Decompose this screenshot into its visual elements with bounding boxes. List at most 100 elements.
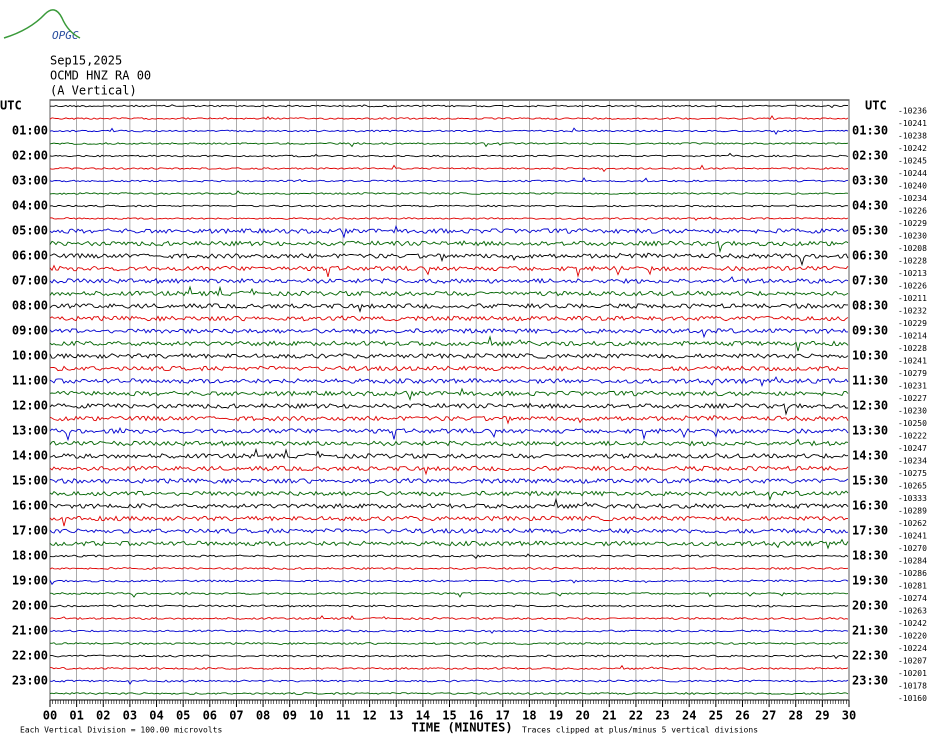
seismic-trace: [49, 264, 849, 278]
trace-offset: -10279: [898, 369, 927, 378]
trace-offset: -10286: [898, 569, 927, 578]
left-hour-label: 08:00: [12, 299, 48, 313]
right-hour-label: 15:30: [852, 474, 888, 488]
x-tick-label: 30: [842, 709, 856, 723]
x-tick-label: 02: [96, 709, 110, 723]
trace-offset: -10229: [898, 319, 927, 328]
seismic-trace: [49, 152, 849, 158]
trace-offset: -10232: [898, 307, 927, 316]
trace-offset: -10226: [898, 282, 927, 291]
left-hour-label: 14:00: [12, 449, 48, 463]
right-hour-label: 18:30: [852, 549, 888, 563]
seismic-trace: [49, 327, 848, 339]
right-hour-label: 21:30: [852, 624, 888, 638]
seismic-trace: [49, 115, 849, 120]
seismic-trace: [49, 447, 849, 460]
seismic-trace: [49, 177, 849, 183]
scale-note: Each Vertical Division = 100.00 microvol…: [20, 726, 222, 735]
x-tick-label: 18: [522, 709, 536, 723]
seismic-trace: [49, 276, 849, 285]
right-hour-label: 03:30: [852, 174, 888, 188]
x-tick-label: 29: [815, 709, 829, 723]
x-tick-label: 10: [309, 709, 323, 723]
right-hour-label: 01:30: [852, 124, 888, 138]
left-hour-label: 13:00: [12, 424, 48, 438]
trace-offset: -10241: [898, 357, 927, 366]
left-hour-label: 18:00: [12, 549, 48, 563]
trace-offset: -10222: [898, 432, 927, 441]
x-tick-label: 13: [389, 709, 403, 723]
left-hour-label: 03:00: [12, 174, 48, 188]
trace-offset: -10208: [898, 244, 927, 253]
seismic-trace: [49, 591, 849, 598]
x-tick-label: 28: [789, 709, 803, 723]
trace-offset: -10234: [898, 194, 927, 203]
station: OCMD HNZ RA 00: [50, 69, 151, 83]
component: (A Vertical): [50, 84, 137, 98]
left-hour-label: 09:00: [12, 324, 48, 338]
trace-offset: -10220: [898, 632, 927, 641]
trace-offset: -10230: [898, 232, 927, 241]
x-tick-label: 09: [282, 709, 296, 723]
x-tick-label: 27: [762, 709, 776, 723]
seismic-trace: [49, 538, 849, 550]
right-hour-label: 10:30: [852, 349, 888, 363]
left-hour-label: 07:00: [12, 274, 48, 288]
trace-offset: -10275: [898, 469, 927, 478]
trace-offset: -10274: [898, 594, 927, 603]
seismic-trace: [49, 553, 849, 560]
trace-offset: -10211: [898, 294, 927, 303]
left-hour-label: 20:00: [12, 599, 48, 613]
x-title: TIME (MINUTES): [411, 721, 512, 735]
trace-offset: -10284: [898, 557, 927, 566]
trace-offset: -10234: [898, 457, 927, 466]
seismic-trace: [49, 566, 849, 571]
trace-offset: -10230: [898, 407, 927, 416]
trace-offset: -10262: [898, 519, 927, 528]
seismic-trace: [49, 426, 849, 442]
seismic-trace: [49, 315, 849, 322]
x-tick-label: 06: [203, 709, 217, 723]
seismic-trace: [49, 615, 849, 620]
trace-offset: -10250: [898, 419, 927, 428]
right-hour-label: 04:30: [852, 199, 888, 213]
seismic-trace: [49, 664, 849, 670]
seismic-trace: [50, 104, 849, 109]
seismic-trace: [49, 629, 849, 634]
seismic-trace: [49, 164, 849, 173]
trace-offset: -10238: [898, 132, 927, 141]
trace-offset: -10244: [898, 169, 927, 178]
seismic-trace: [49, 579, 849, 586]
right-hour-label: 06:30: [852, 249, 888, 263]
trace-offset: -10207: [898, 657, 927, 666]
x-tick-label: 12: [362, 709, 376, 723]
trace-offset: -10229: [898, 219, 927, 228]
right-hour-label: 13:30: [852, 424, 888, 438]
seismic-trace: [49, 515, 849, 527]
left-hour-label: 06:00: [12, 249, 48, 263]
x-tick-label: 19: [549, 709, 563, 723]
x-tick-label: 25: [709, 709, 723, 723]
x-tick-label: 17: [496, 709, 510, 723]
x-tick-label: 22: [629, 709, 643, 723]
trace-offset: -10178: [898, 682, 927, 691]
seismic-trace: [49, 490, 849, 501]
logo-mark: [3, 9, 81, 39]
trace-offset: -10242: [898, 144, 927, 153]
x-tick-label: 03: [123, 709, 137, 723]
right-hour-label: 07:30: [852, 274, 888, 288]
trace-offset: -10263: [898, 607, 927, 616]
left-hour-label: 19:00: [12, 574, 48, 588]
trace-offset: -10289: [898, 507, 927, 516]
seismic-trace: [49, 387, 849, 401]
trace-offset: -10228: [898, 257, 927, 266]
x-tick-label: 24: [682, 709, 696, 723]
seismic-trace: [49, 692, 849, 695]
seismic-trace: [49, 604, 849, 608]
seismic-trace: [49, 527, 849, 535]
seismic-trace: [49, 142, 849, 148]
seismic-trace: [49, 654, 849, 660]
trace-offset: -10270: [898, 544, 927, 553]
seismic-trace: [49, 352, 849, 359]
left-hour-label: 22:00: [12, 649, 48, 663]
